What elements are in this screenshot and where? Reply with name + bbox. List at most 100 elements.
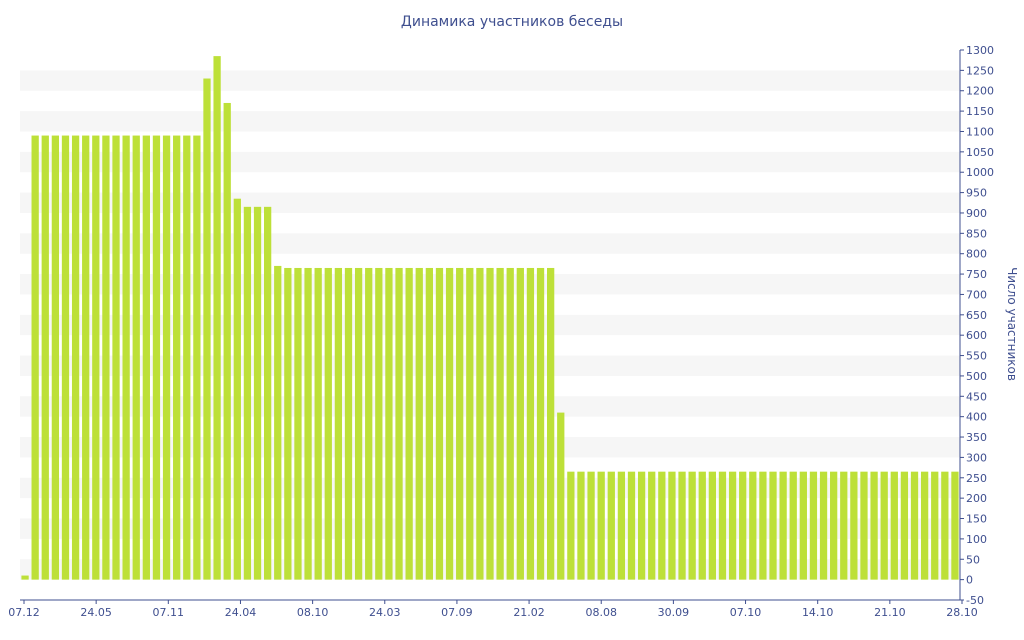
bar [941,471,949,580]
bar [173,135,181,580]
bar [274,265,282,580]
bar [263,206,272,580]
bar [809,471,818,580]
bar [193,135,201,580]
bar [92,135,100,580]
x-tick-label: 07.10 [730,606,762,619]
bar [132,135,140,580]
bar [799,471,807,580]
bar [354,267,363,580]
bar [294,267,302,580]
bar [445,267,454,580]
bar [718,471,727,580]
bar [21,575,29,580]
bar [152,135,161,580]
x-tick-label: 07.11 [153,606,185,619]
y-tick-label: 800 [966,248,987,261]
bar [61,135,70,580]
bar [395,267,403,580]
bar [334,267,343,580]
bar [162,135,171,580]
x-tick-label: 07.09 [441,606,473,619]
bar [931,471,939,580]
y-tick-label: 400 [966,411,987,424]
bar [648,471,656,580]
x-tick-label: 21.02 [513,606,545,619]
y-tick-label: 50 [966,553,980,566]
y-axis-ticks: -50 0 50 100 150 200 250 300 350 400 450 500 550 600 6… [960,44,994,607]
x-tick-label: 24.04 [225,606,257,619]
bar [375,267,383,580]
bar [183,135,191,580]
y-tick-label: 1100 [966,125,994,138]
bar [668,471,676,580]
y-tick-label: 1150 [966,105,994,118]
bar [910,471,919,580]
bar [890,471,898,580]
bar [456,267,464,580]
bar [779,471,787,580]
bar [920,471,929,580]
y-tick-label: 950 [966,187,987,200]
bar [344,267,353,580]
y-tick-label: 900 [966,207,987,220]
bar [900,471,909,580]
bar [486,267,494,580]
bar [688,471,696,580]
x-tick-label: 07.12 [8,606,40,619]
x-tick-label: 30.09 [658,606,690,619]
y-tick-label: 850 [966,227,987,240]
bar [567,471,575,580]
bar [789,471,797,580]
bar [607,471,615,580]
bar [415,267,423,580]
bar [41,135,49,580]
bar [213,56,221,580]
bar [203,78,211,580]
bar [142,135,150,580]
grid-band [20,151,960,173]
y-tick-label: 550 [966,350,987,363]
bar [102,135,110,580]
bar [557,412,565,580]
bar [627,471,636,580]
x-tick-label: 14.10 [802,606,834,619]
x-tick-label: 24.05 [80,606,112,619]
y-tick-label: 1200 [966,85,994,98]
y-tick-label: 350 [966,431,987,444]
bar [223,102,231,580]
bar [587,471,595,580]
grid-band [20,70,960,91]
y-tick-label: 200 [966,492,987,505]
y-tick-label: 600 [966,329,987,342]
bar [728,471,737,580]
bar [840,471,848,580]
bar [71,135,80,580]
y-tick-label: 750 [966,268,987,281]
bar [51,135,60,580]
bar [597,471,605,580]
bar [708,471,717,580]
bar [678,471,686,580]
y-tick-label: 700 [966,288,987,301]
bar [637,471,646,580]
bar-series [21,56,959,580]
y-tick-label: -50 [966,594,984,607]
bar [112,135,120,580]
y-tick-label: 650 [966,309,987,322]
y-tick-label: 500 [966,370,987,383]
x-axis-ticks: 07.12 24.05 07.11 24.04 08.10 24.03 07.09 21.02… [8,600,978,619]
bar [739,471,747,580]
y-tick-label: 300 [966,451,987,464]
y-tick-label: 0 [966,574,973,587]
bar [698,471,706,580]
y-axis-label: Число участников [1005,267,1019,381]
bar [496,267,504,580]
bar [830,471,838,580]
bar [425,267,433,580]
x-tick-label: 24.03 [369,606,401,619]
bar [577,471,585,580]
bar [365,267,373,580]
y-tick-label: 150 [966,513,987,526]
